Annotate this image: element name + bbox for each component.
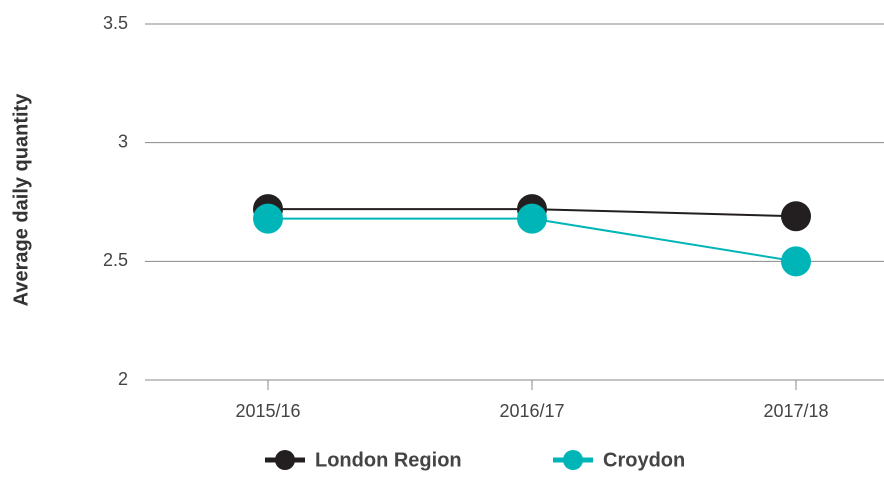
- legend-label: Croydon: [603, 449, 685, 471]
- y-tick-label: 3: [118, 131, 128, 151]
- y-tick-label: 2: [118, 369, 128, 389]
- y-axis-label: Average daily quantity: [10, 93, 32, 307]
- x-tick-label: 2016/17: [499, 401, 564, 421]
- data-point: [253, 203, 283, 234]
- data-point: [517, 203, 547, 234]
- legend-marker: [563, 450, 583, 470]
- y-tick-label: 2.5: [103, 250, 128, 270]
- x-tick-label: 2015/16: [235, 401, 300, 421]
- y-tick-label: 3.5: [103, 13, 128, 33]
- data-point: [781, 201, 811, 232]
- data-point: [781, 246, 811, 277]
- legend-marker: [275, 450, 295, 470]
- legend-label: London Region: [315, 449, 462, 471]
- x-tick-label: 2017/18: [763, 401, 828, 421]
